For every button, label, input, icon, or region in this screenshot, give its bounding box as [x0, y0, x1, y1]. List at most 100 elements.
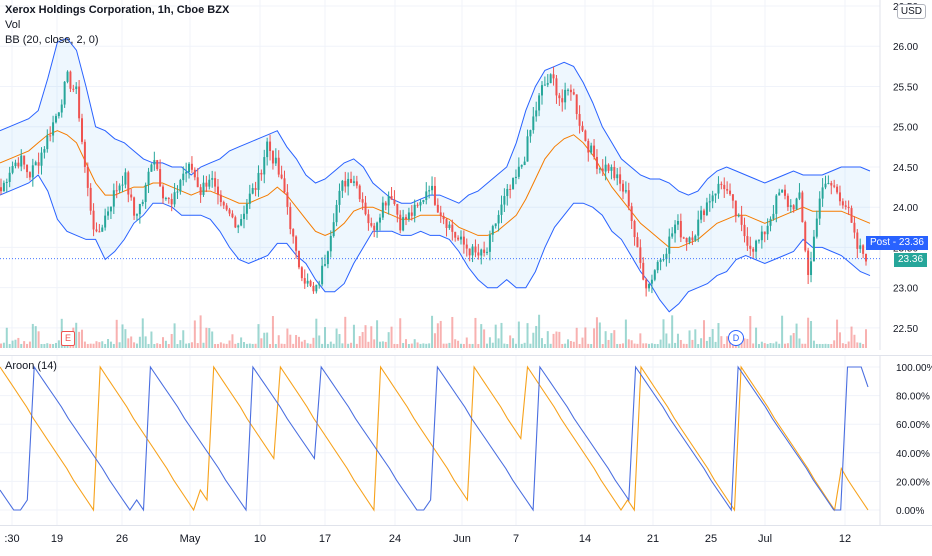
chart-title[interactable]: Xerox Holdings Corporation, 1h, Cboe BZX	[5, 4, 230, 16]
volume-bar	[321, 343, 324, 348]
candle-body	[520, 165, 523, 167]
volume-bar	[717, 323, 720, 348]
candle-body	[243, 213, 246, 220]
volume-bar	[89, 343, 92, 348]
candle-body	[373, 225, 376, 231]
candle-body	[532, 116, 535, 131]
candle-body	[737, 215, 740, 217]
candle-body	[112, 190, 115, 207]
volume-bar	[277, 335, 280, 348]
post-value: 23.36	[898, 237, 924, 248]
currency-label[interactable]: USD	[896, 4, 926, 19]
time-axis[interactable]: :30 19 26 May 10 17 24 Jun 7 14 21 25 Jul 12	[0, 525, 932, 551]
volume-bar	[462, 343, 465, 348]
candle-body	[2, 182, 5, 192]
volume-bar	[769, 343, 772, 348]
candle-body	[428, 190, 431, 192]
candle-body	[332, 222, 335, 236]
time-tick-label: 24	[389, 533, 401, 545]
candle-body	[350, 178, 353, 183]
time-tick-label: 10	[254, 533, 266, 545]
candle-body	[480, 249, 483, 256]
candle-body	[208, 179, 211, 187]
candle-body	[295, 236, 298, 251]
candle-body	[700, 210, 703, 220]
candle-body	[769, 218, 772, 226]
volume-bar	[650, 343, 653, 348]
volume-bar	[538, 314, 541, 348]
volume-bar	[14, 339, 17, 348]
volume-bar	[671, 315, 674, 348]
candle-body	[182, 173, 185, 181]
candle-body	[326, 251, 329, 265]
volume-bar	[486, 343, 489, 348]
candle-body	[167, 197, 170, 199]
volume-label[interactable]: Vol	[5, 19, 21, 31]
volume-bar	[46, 343, 49, 348]
candle-body	[14, 162, 17, 167]
candle-body	[731, 194, 734, 201]
candle-body	[216, 186, 219, 195]
earnings-marker[interactable]: E	[61, 331, 75, 346]
volume-bar	[306, 343, 309, 348]
volume-bar	[260, 338, 263, 348]
candle-body	[526, 136, 529, 162]
candle-body	[297, 250, 300, 268]
candle-body	[269, 141, 272, 152]
candle-body	[847, 206, 850, 209]
candle-body	[512, 178, 515, 190]
candle-body	[694, 235, 697, 241]
candle-body	[303, 278, 306, 284]
dividend-marker[interactable]: D	[728, 330, 744, 346]
candle-body	[627, 190, 630, 207]
candle-body	[185, 172, 188, 174]
volume-bar	[81, 329, 84, 348]
volume-bar	[243, 342, 246, 348]
volume-bar	[581, 337, 584, 348]
volume-bar	[616, 343, 619, 348]
candle-body	[619, 174, 622, 184]
volume-bar	[182, 330, 185, 348]
volume-bar	[8, 343, 11, 348]
aroon-chart[interactable]: 100.00% 80.00% 60.00% 40.00% 20.00% 0.00%	[0, 355, 932, 525]
price-chart[interactable]: 26.5026.0025.5025.0024.5024.0023.5023.00…	[0, 0, 932, 350]
volume-bar	[549, 343, 552, 348]
volume-bar	[685, 343, 688, 348]
candle-body	[254, 188, 257, 190]
volume-bar	[115, 319, 118, 348]
candle-body	[494, 223, 497, 227]
candle-body	[564, 89, 567, 103]
candle-body	[555, 78, 558, 96]
candle-body	[78, 86, 81, 119]
bollinger-label[interactable]: BB (20, close, 2, 0)	[5, 34, 99, 46]
volume-bar	[370, 326, 373, 348]
candle-body	[23, 155, 26, 165]
volume-bar	[494, 324, 497, 348]
candle-body	[546, 83, 549, 85]
candle-body	[749, 245, 752, 249]
candle-body	[760, 231, 763, 241]
volume-bar	[416, 342, 419, 348]
volume-bar	[457, 340, 460, 348]
price-pane[interactable]: 26.5026.0025.5025.0024.5024.0023.5023.00…	[0, 0, 932, 350]
aroon-label[interactable]: Aroon (14)	[5, 360, 57, 372]
aroon-pane[interactable]: 100.00% 80.00% 60.00% 40.00% 20.00% 0.00% Aro…	[0, 355, 932, 525]
candle-body	[708, 201, 711, 203]
candle-body	[598, 168, 601, 170]
candle-body	[324, 264, 327, 266]
candle-body	[72, 88, 75, 90]
candle-body	[775, 195, 778, 214]
candle-body	[720, 183, 723, 185]
volume-bar	[101, 341, 104, 348]
candle-body	[405, 217, 408, 220]
candle-body	[20, 155, 23, 167]
candle-body	[257, 172, 260, 190]
candle-body	[159, 169, 162, 187]
volume-bar	[653, 343, 656, 348]
candle-body	[815, 218, 818, 237]
volume-bar	[766, 343, 769, 348]
candle-body	[81, 118, 84, 142]
volume-bar	[584, 327, 587, 348]
volume-bar	[118, 342, 121, 348]
candle-body	[231, 213, 234, 218]
